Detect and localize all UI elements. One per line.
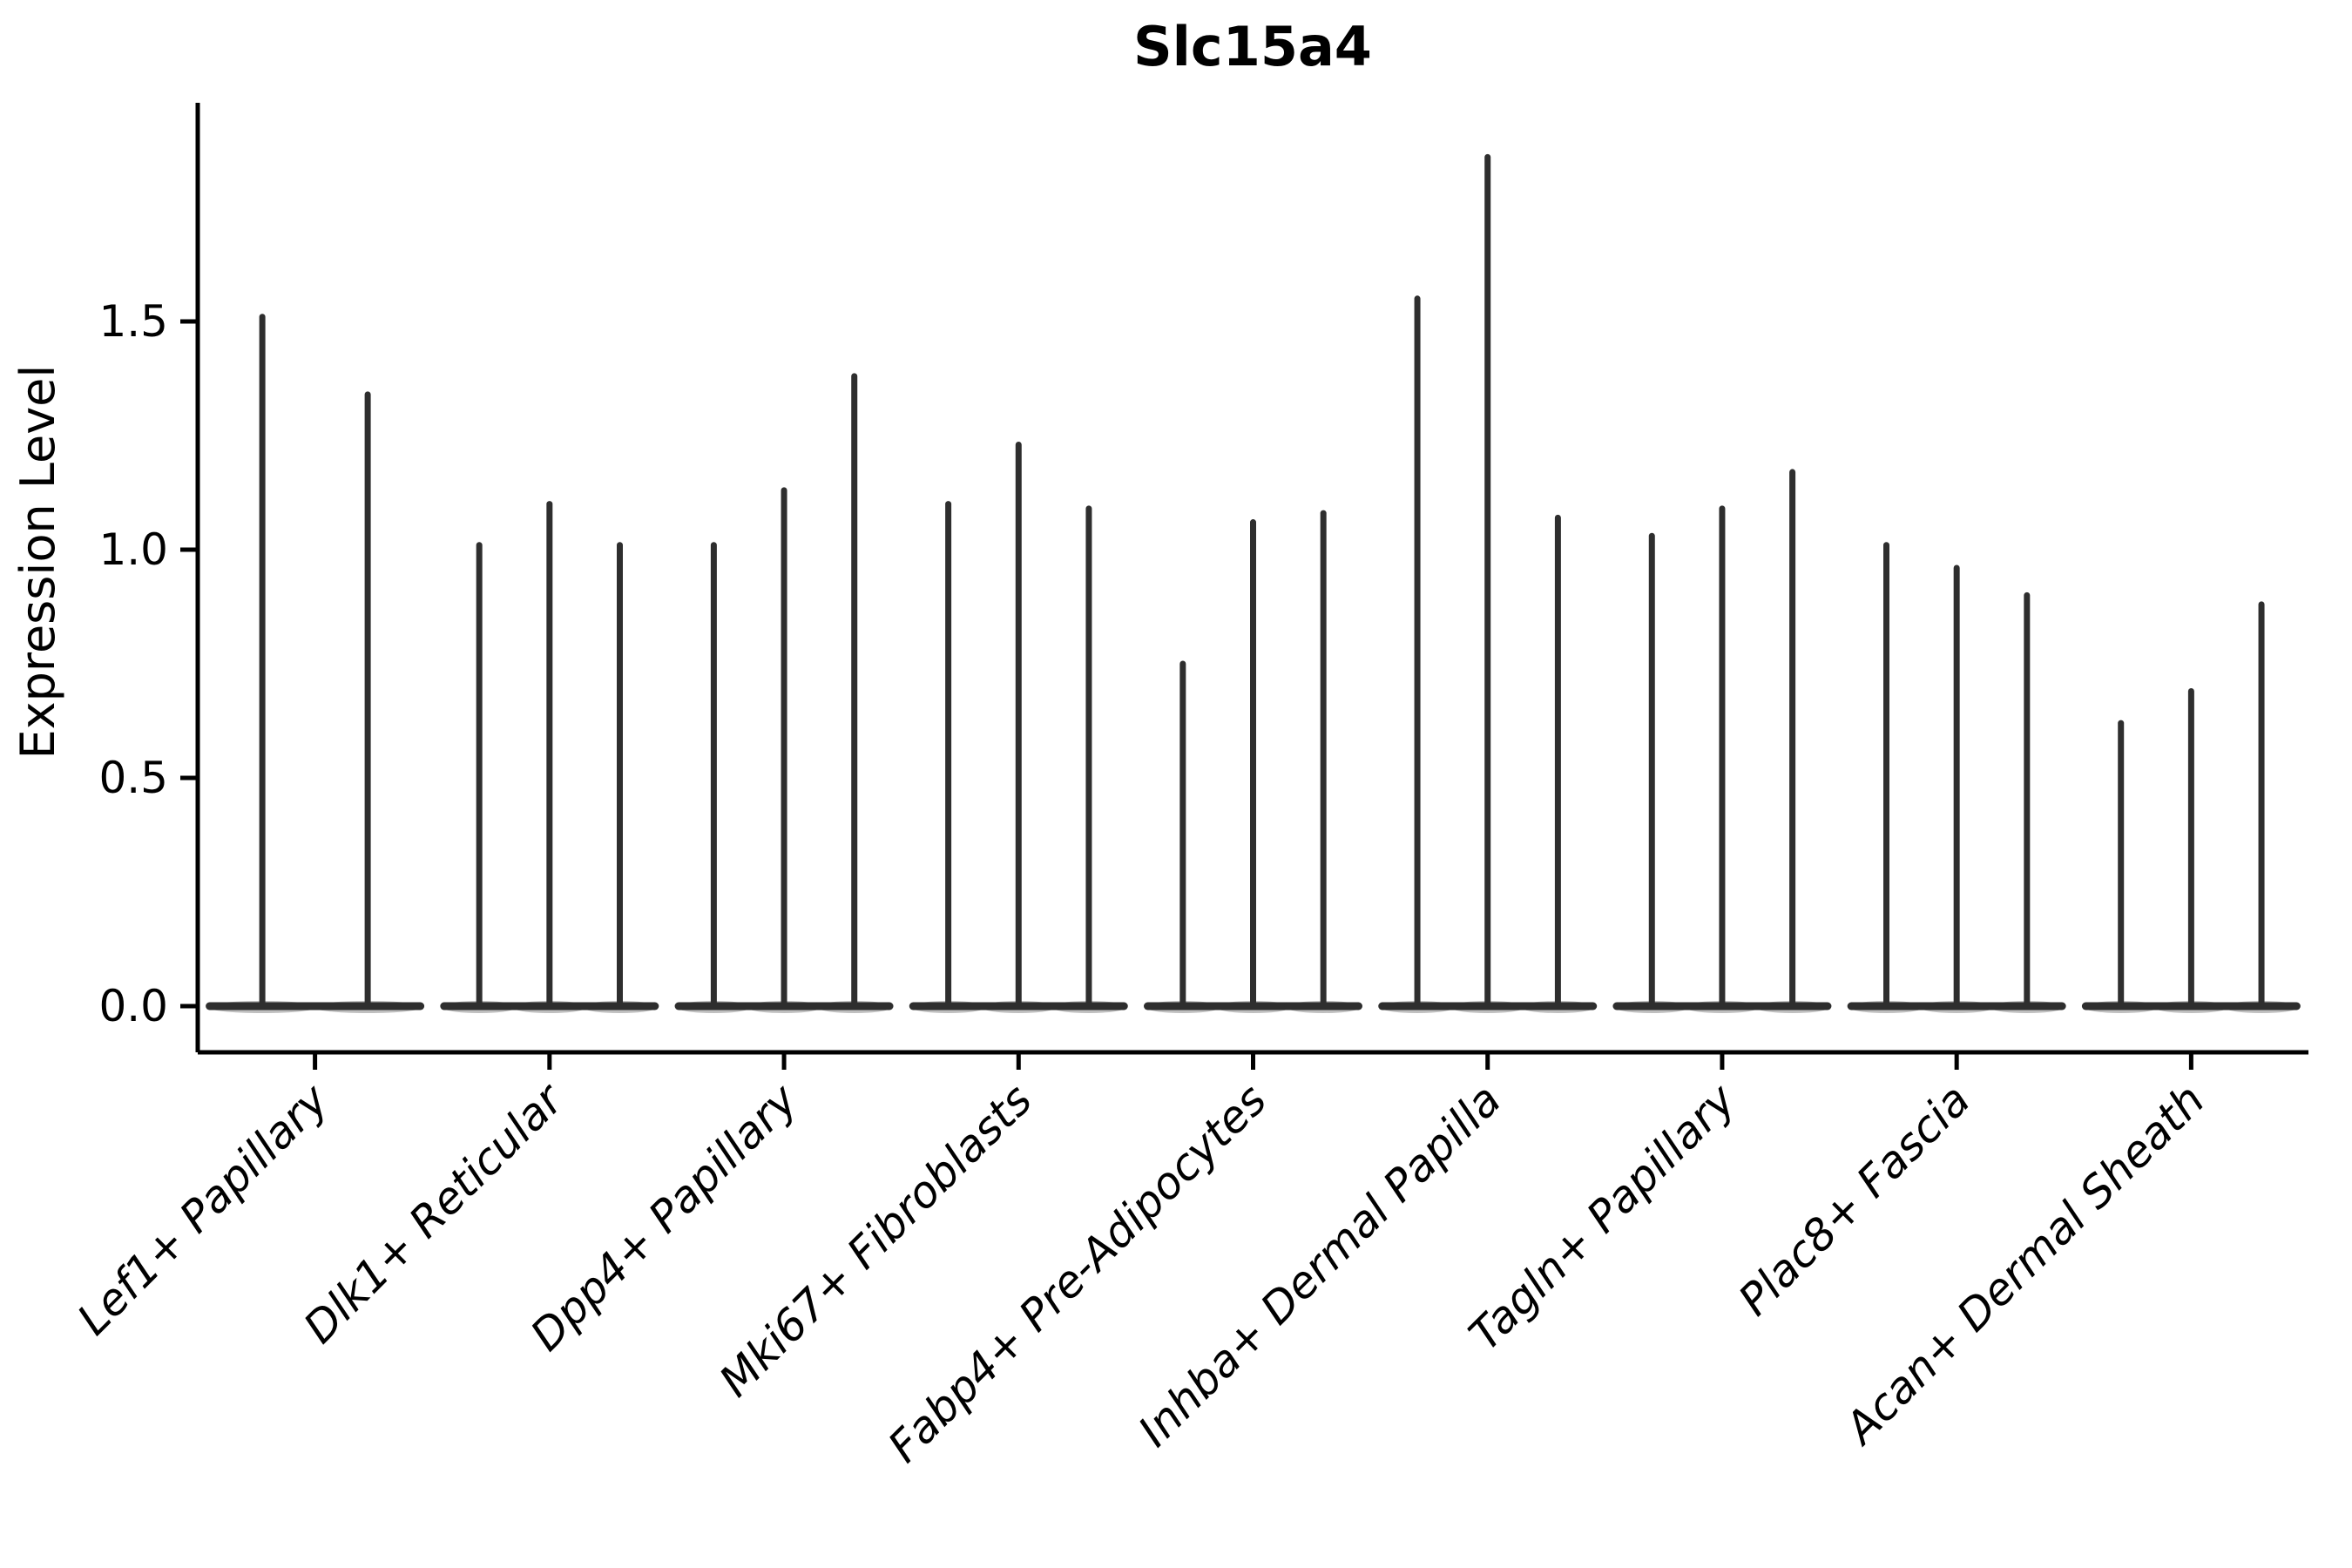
violins-layer (206, 153, 2301, 1013)
chart-title: Slc15a4 (1133, 15, 1372, 78)
y-tick-label: 1.5 (98, 296, 168, 347)
y-tick-label: 0.0 (98, 981, 168, 1031)
y-axis-label: Expression Level (10, 365, 65, 760)
y-tick-label: 0.5 (98, 753, 168, 803)
y-axis: 0.0 0.5 1.0 1.5 (98, 103, 200, 1052)
y-tick-label: 1.0 (98, 524, 168, 575)
